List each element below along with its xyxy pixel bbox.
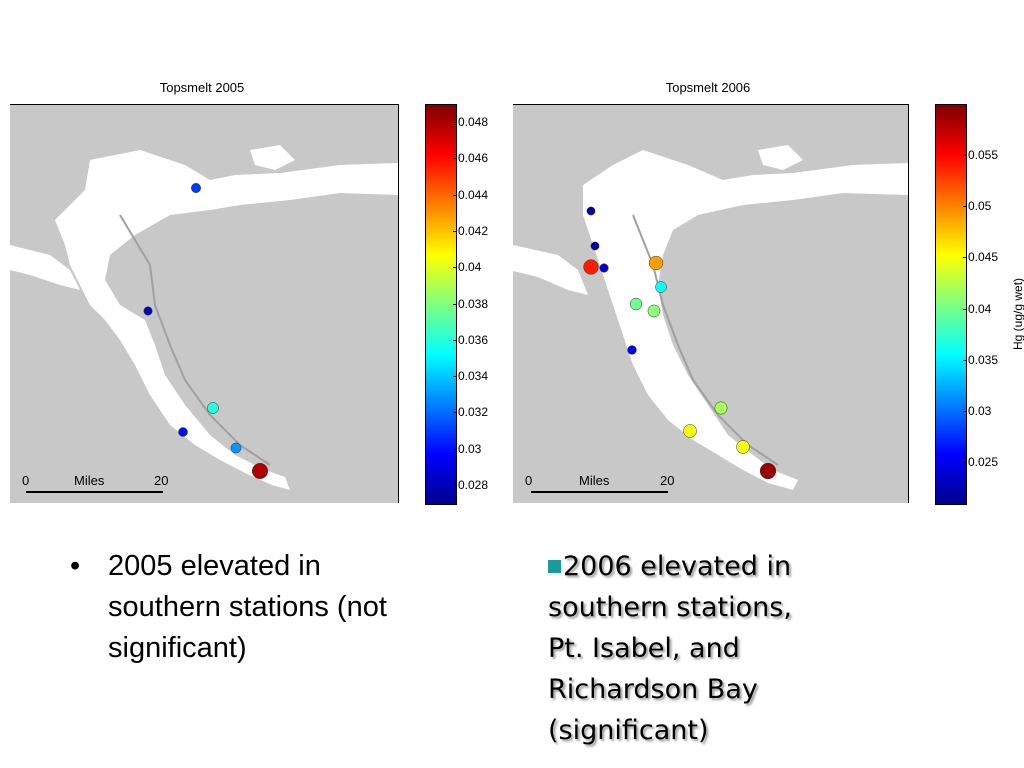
colorbar-tick-label: 0.034 — [458, 369, 489, 384]
bullet-2006-line-3: Pt. Isabel, and — [548, 633, 740, 664]
bullet-2005-text: 2005 elevated in southern stations (not … — [108, 550, 387, 664]
bullet-dot: • — [70, 550, 81, 582]
colorbar-tick-label: 0.03 — [458, 441, 482, 456]
colorbar-tick-label: 0.036 — [458, 332, 489, 347]
colorbar-tick-label: 0.032 — [458, 405, 489, 420]
colorbar-tick-label: 0.046 — [458, 151, 489, 166]
bullet-2006-line-1: 2006 elevated in — [548, 546, 908, 587]
map-2005: 0 Miles 20 — [10, 104, 399, 503]
colorbar-tickmark — [453, 339, 457, 341]
map-title-2005: Topsmelt 2005 — [159, 80, 245, 95]
colorbar-tickmark — [453, 230, 457, 232]
colorbar-tickmark — [453, 267, 457, 269]
colorbar-tickmark — [453, 303, 457, 305]
bay-water-2005 — [10, 145, 398, 490]
colorbar-tickmark — [453, 448, 457, 450]
scale-start-2005: 0 — [22, 473, 30, 488]
colorbar-tickmark — [453, 122, 457, 124]
colorbar-2005 — [425, 104, 457, 505]
bullet-2006-line-2: southern stations, — [548, 592, 792, 623]
colorbar-tick-label: 0.042 — [458, 223, 489, 238]
scale-bar-2005 — [26, 491, 163, 493]
colorbar-tickmark — [453, 194, 457, 196]
colorbar-tick-label: 0.028 — [458, 477, 489, 492]
colorbar-tickmark — [453, 376, 457, 378]
bullet-2006-line-4: Richardson Bay — [548, 674, 758, 705]
colorbar-tickmark — [453, 412, 457, 414]
colorbar-tickmark — [453, 484, 457, 486]
colorbar-tick-label: 0.038 — [458, 296, 489, 311]
colorbar-tick-label: 0.04 — [458, 260, 482, 275]
scale-unit-2005: Miles — [74, 473, 105, 488]
scale-end-2005: 20 — [154, 473, 169, 488]
colorbar-tick-label: 0.044 — [458, 187, 489, 202]
colorbar-tickmark — [453, 158, 457, 160]
colorbar-tick-label: 0.048 — [458, 115, 489, 130]
bullet-square-icon — [548, 560, 561, 573]
bullet-2006: 2006 elevated in southern stations, Pt. … — [548, 546, 908, 751]
bullet-2006-line-5: (significant) — [548, 715, 709, 746]
bullet-2005: • 2005 elevated in southern stations (no… — [70, 546, 410, 669]
